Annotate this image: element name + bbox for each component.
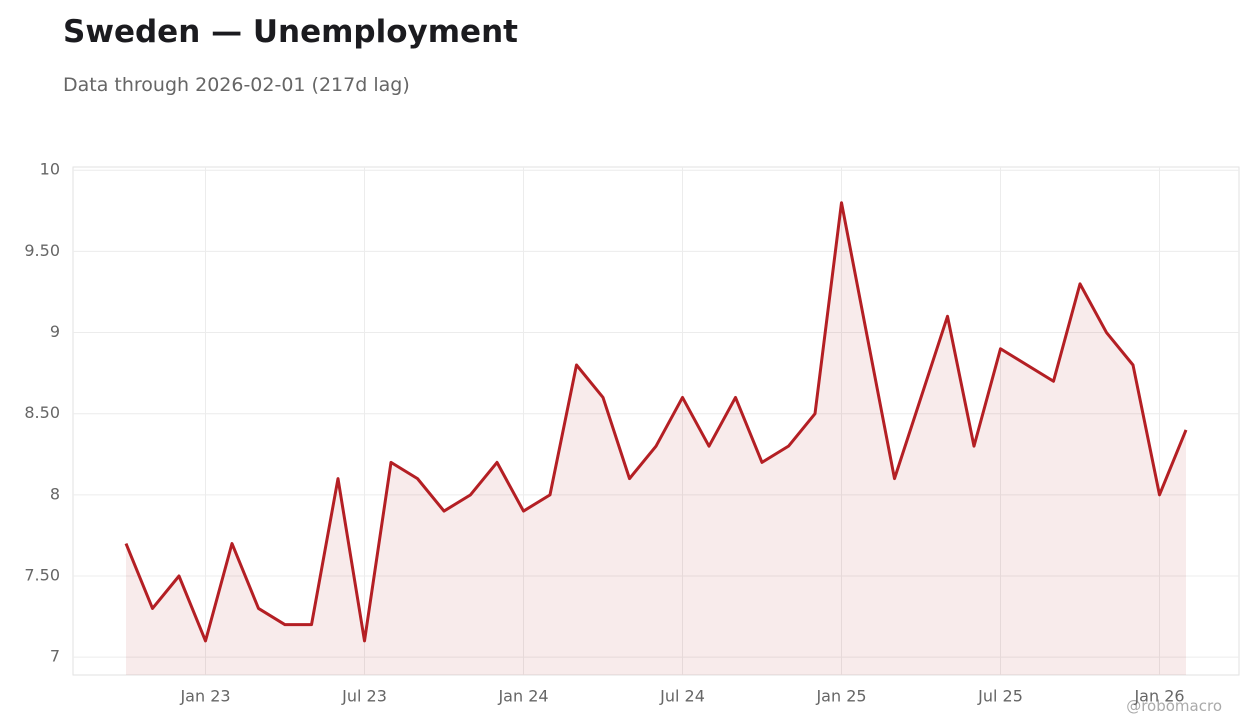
area bbox=[126, 202, 1186, 676]
y-tick-label: 7.50 bbox=[24, 565, 60, 584]
x-tick-label: Jul 23 bbox=[341, 687, 387, 706]
y-tick-label: 8.50 bbox=[24, 403, 60, 422]
plot-frame bbox=[72, 166, 1240, 676]
x-tick-label: Jul 25 bbox=[977, 687, 1023, 706]
y-tick-label: 10 bbox=[40, 160, 60, 179]
x-tick-label: Jul 24 bbox=[659, 687, 705, 706]
y-tick-label: 9 bbox=[50, 322, 60, 341]
line bbox=[124, 201, 1188, 643]
y-tick-label: 8 bbox=[50, 484, 60, 503]
chart-subtitle: Data through 2026-02-01 (217d lag) bbox=[63, 74, 410, 96]
y-tick-label: 7 bbox=[50, 647, 60, 666]
x-tick-label: Jan 26 bbox=[1133, 687, 1184, 706]
y-tick-label: 9.50 bbox=[24, 241, 60, 260]
watermark: @robomacro bbox=[1126, 697, 1222, 715]
x-tick-label: Jan 24 bbox=[497, 687, 548, 706]
x-tick-label: Jan 25 bbox=[815, 687, 866, 706]
chart-title: Sweden — Unemployment bbox=[63, 14, 518, 50]
x-tick-label: Jan 23 bbox=[179, 687, 230, 706]
